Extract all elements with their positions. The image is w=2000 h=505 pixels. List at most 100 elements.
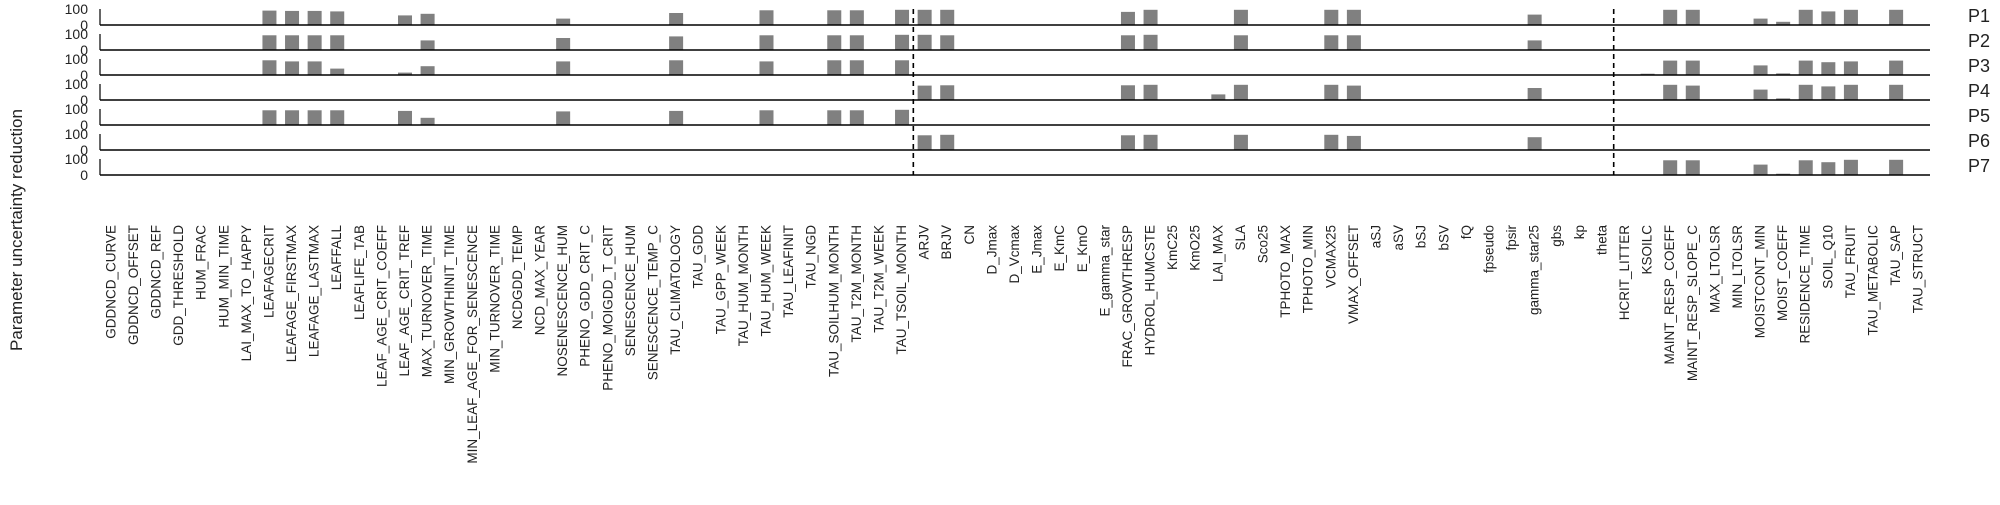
y-tick-label: 0 <box>80 67 88 83</box>
bar-p6-hydrol-humcste <box>1143 134 1158 150</box>
x-tick-label: MAX_TURNOVER_TIME <box>420 225 435 377</box>
bar-p4-soil-q10 <box>1821 86 1836 100</box>
bar-p2-nosenescence-hum <box>556 38 571 50</box>
bar-p7-tau-fruit <box>1843 159 1858 175</box>
x-tick-label: D_Vcmax <box>1007 225 1022 284</box>
bar-p5-leaffall <box>330 110 345 125</box>
bar-p1-tau-fruit <box>1843 9 1858 25</box>
x-tick-label: MIN_LEAF_AGE_FOR_SENESCENCE <box>465 225 480 464</box>
bar-p2-brjv <box>940 35 955 50</box>
x-tick-label: TAU_NGD <box>804 225 819 289</box>
panel-label: P7 <box>1968 156 1990 176</box>
x-tick-label: E_KmC <box>1052 225 1067 272</box>
x-tick-label: GDD_THRESHOLD <box>171 225 186 346</box>
bar-p6-arjv <box>917 135 932 150</box>
bar-p1-leaf-age-crit-tref <box>398 15 413 25</box>
bar-p1-maint-resp-slope-c <box>1685 9 1700 25</box>
x-tick-label: theta <box>1594 225 1609 256</box>
x-tick-label: TPHOTO_MAX <box>1278 225 1293 318</box>
panel-label: P2 <box>1968 31 1990 51</box>
bar-p7-residence-time <box>1798 160 1813 175</box>
bar-p2-hydrol-humcste <box>1143 34 1158 50</box>
bar-p5-max-turnover-time <box>420 117 435 125</box>
bar-p7-soil-q10 <box>1821 162 1836 175</box>
bar-p2-max-turnover-time <box>420 40 435 50</box>
x-tick-label: aSV <box>1391 225 1406 251</box>
x-tick-label: BRJV <box>939 225 954 260</box>
x-tick-label: RESIDENCE_TIME <box>1798 225 1813 344</box>
bar-p3-leaffall <box>330 68 345 75</box>
bar-p4-arjv <box>917 85 932 100</box>
x-tick-label: KmO25 <box>1188 225 1203 271</box>
y-tick-label: 0 <box>80 17 88 33</box>
bar-p1-arjv <box>917 9 932 25</box>
bar-p4-frac-growthresp <box>1120 85 1135 100</box>
y-tick-label: 0 <box>80 42 88 58</box>
x-tick-label: LEAFAGECRIT <box>261 225 276 318</box>
bar-p1-leaffall <box>330 11 345 25</box>
bar-p1-gamma-star25 <box>1527 14 1542 25</box>
x-tick-label: TAU_HUM_MONTH <box>736 225 751 346</box>
x-tick-label: MAX_LTOLSR <box>1707 225 1722 313</box>
bar-p5-tau-t2m-month <box>849 110 864 125</box>
bar-p7-moistcont-min <box>1753 164 1768 175</box>
x-tick-label: TAU_T2M_WEEK <box>871 225 886 333</box>
x-tick-label: TAU_METABOLIC <box>1866 225 1881 336</box>
bar-p2-sla <box>1233 35 1248 50</box>
y-tick-label: 0 <box>80 92 88 108</box>
x-tick-label: LEAFLIFE_TAB <box>352 225 367 320</box>
bar-p6-gamma-star25 <box>1527 137 1542 150</box>
bar-p5-leafage-firstmax <box>285 110 300 125</box>
bar-p3-leafagecrit <box>262 60 277 75</box>
bar-p1-max-turnover-time <box>420 13 435 25</box>
bar-p4-residence-time <box>1798 84 1813 100</box>
x-tick-label: LAI_MAX <box>1210 225 1225 282</box>
bar-p3-leafage-firstmax <box>285 61 300 75</box>
bar-p2-vcmax25 <box>1324 35 1339 50</box>
x-tick-label: PHENO_MOIGDD_T_CRIT <box>600 225 615 391</box>
bar-p1-tau-soilhum-month <box>827 10 842 25</box>
x-tick-label: TPHOTO_MIN <box>1301 225 1316 313</box>
x-tick-label: SOIL_Q10 <box>1820 225 1835 289</box>
x-tick-label: TAU_HUM_WEEK <box>758 225 773 337</box>
bar-p2-leafage-lastmax <box>307 35 322 50</box>
x-tick-label: MOISTCONT_MIN <box>1753 225 1768 338</box>
bar-p6-vmax-offset <box>1346 135 1361 150</box>
x-tick-label: TAU_SOILHUM_MONTH <box>826 225 841 377</box>
x-tick-label: KSOILC <box>1640 225 1655 275</box>
bar-p1-tau-tsoil-month <box>895 9 910 25</box>
x-tick-label: ARJV <box>917 225 932 260</box>
x-tick-label: NCD_MAX_YEAR <box>533 225 548 336</box>
bar-p5-leaf-age-crit-tref <box>398 110 413 125</box>
bar-p7-tau-sap <box>1889 159 1904 175</box>
y-tick-label: 100 <box>65 126 89 142</box>
bar-p6-vcmax25 <box>1324 134 1339 150</box>
bar-p4-tau-fruit <box>1843 84 1858 100</box>
bar-p4-vmax-offset <box>1346 85 1361 100</box>
x-tick-label: LEAFAGE_LASTMAX <box>307 225 322 357</box>
bar-p3-residence-time <box>1798 60 1813 75</box>
y-tick-label: 100 <box>65 76 89 92</box>
panel-label: P1 <box>1968 6 1990 26</box>
x-tick-label: PHENO_GDD_CRIT_C <box>578 225 593 367</box>
x-tick-label: NOSENESCENCE_HUM <box>555 225 570 377</box>
bar-p5-tau-hum-week <box>759 110 774 125</box>
bar-p3-leafage-lastmax <box>307 61 322 75</box>
group-separators <box>912 9 1615 175</box>
bar-p4-tau-sap <box>1889 84 1904 100</box>
x-tick-label: SLA <box>1233 225 1248 251</box>
x-tick-label: TAU_TSOIL_MONTH <box>894 225 909 355</box>
x-tick-label: TAU_CLIMATOLOGY <box>668 225 683 355</box>
y-tick-label: 0 <box>80 167 88 183</box>
x-tick-label: HCRIT_LITTER <box>1617 225 1632 321</box>
bar-p1-moistcont-min <box>1753 18 1768 25</box>
x-tick-label: TAU_T2M_MONTH <box>849 225 864 343</box>
x-tick-label: aSJ <box>1368 225 1383 248</box>
